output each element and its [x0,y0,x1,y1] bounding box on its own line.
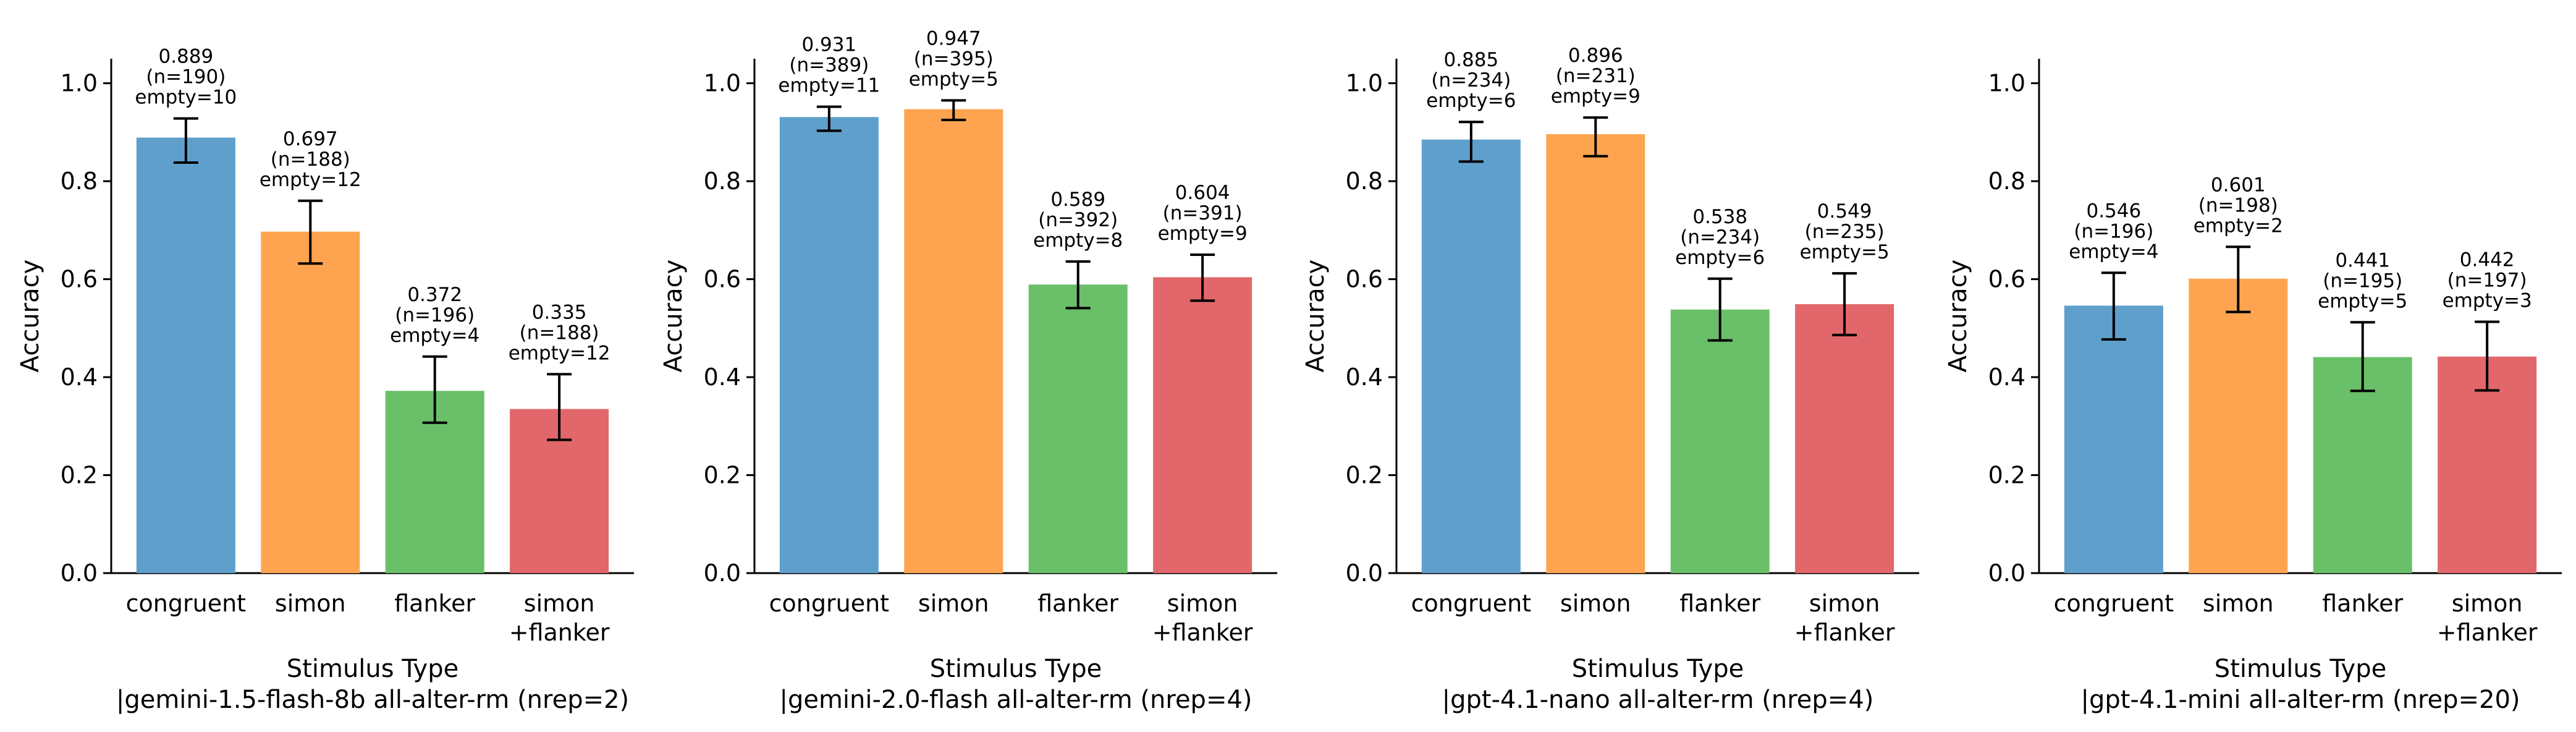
bar [2064,305,2163,573]
x-tick-label: congruent [1411,590,1531,617]
error-bar [1065,260,1091,310]
y-tick-label: 0.0 [704,560,741,587]
y-tick-label: 1.0 [1988,70,2025,97]
bar-annotation: 0.335 (n=188) empty=12 [509,301,610,364]
error-bar [1583,116,1608,158]
bar [1795,304,1894,573]
y-axis-label: Accuracy [1944,260,1972,373]
y-axis-label: Accuracy [16,260,44,373]
bar-annotation: 0.538 (n=234) empty=6 [1675,206,1765,269]
error-bar [816,105,842,132]
bar-annotation: 0.441 (n=195) empty=5 [2318,249,2407,312]
chart-panel-2: 0.0 0.2 0.4 0.6 0.8 1.0 Accuracy 0.931 (n=389) em… [659,27,1277,714]
bar [1670,309,1770,573]
x-tick-label: simon [275,590,346,617]
bar-annotation: 0.601 (n=198) empty=2 [2194,174,2283,237]
y-axis-label: Accuracy [659,260,688,373]
y-tick-label: 0.2 [1346,462,1383,489]
bar-annotation: 0.889 (n=190) empty=10 [135,46,237,109]
y-tick-label: 0.4 [1346,364,1383,391]
y-tick-label: 0.8 [61,168,98,195]
y-tick-label: 0.2 [1988,462,2025,489]
x-tick-label: congruent [2054,590,2174,617]
y-tick-label: 0.2 [704,462,741,489]
bar-annotation: 0.896 (n=231) empty=9 [1551,45,1641,108]
error-bar [1190,253,1215,302]
y-tick-label: 0.0 [1988,560,2025,587]
y-tick-label: 0.8 [1988,168,2025,195]
x-axis-label: Stimulus Type |gpt-4.1-nano all-alter-rm … [1442,655,1874,714]
x-tick-label: flanker [1679,590,1760,617]
y-tick-label: 0.6 [61,266,98,293]
x-axis-label: Stimulus Type |gemini-1.5-flash-8b all-al… [116,655,629,714]
x-tick-label: simon [918,590,989,617]
bar [2189,278,2288,573]
x-tick-label: simon +flanker [1152,590,1253,646]
error-bar [1458,121,1484,163]
bar-annotation: 0.931 (n=389) empty=11 [778,34,880,97]
x-tick-label: flanker [394,590,475,617]
bar-annotation: 0.604 (n=391) empty=9 [1158,182,1248,245]
x-tick-label: simon +flanker [509,590,610,646]
bar [1153,277,1252,573]
error-bar [173,117,198,164]
bar [1546,134,1645,573]
x-tick-label: simon +flanker [1794,590,1895,646]
y-tick-label: 0.4 [61,364,98,391]
error-bar [1707,277,1733,342]
y-tick-label: 0.8 [1346,168,1383,195]
error-bar [547,373,572,441]
y-tick-label: 0.6 [1988,266,2025,293]
chart-panel-1: 0.0 0.2 0.4 0.6 0.8 1.0 Accuracy 0.889 (n=190) em… [16,46,634,714]
x-axis-label: Stimulus Type |gemini-2.0-flash all-alter… [779,655,1252,714]
bar [779,117,879,573]
bar-annotation: 0.442 (n=197) empty=3 [2443,249,2532,312]
x-tick-label: simon [1560,590,1631,617]
y-tick-label: 1.0 [61,70,98,97]
error-bar [2226,245,2251,313]
y-tick-label: 1.0 [704,70,741,97]
y-tick-label: 0.8 [704,168,741,195]
x-tick-label: flanker [2322,590,2403,617]
y-tick-label: 0.6 [1346,266,1383,293]
y-tick-label: 0.2 [61,462,98,489]
x-tick-label: simon +flanker [2437,590,2538,646]
chart-panel-3: 0.0 0.2 0.4 0.6 0.8 1.0 Accuracy 0.885 (n=234) em… [1301,45,1919,714]
bar [904,109,1003,573]
x-tick-label: congruent [126,590,246,617]
bar [136,137,235,573]
bar [2438,356,2537,573]
bar-annotation: 0.372 (n=196) empty=4 [390,284,479,347]
error-bar [2101,271,2126,341]
error-bar [422,355,447,424]
bar-annotation: 0.546 (n=196) empty=4 [2069,200,2158,263]
y-axis-label: Accuracy [1301,260,1330,373]
y-tick-label: 0.4 [704,364,741,391]
x-tick-label: flanker [1037,590,1118,617]
y-tick-label: 1.0 [1346,70,1383,97]
bar [1028,284,1128,573]
error-bar [2350,321,2375,393]
x-tick-label: simon [2203,590,2274,617]
y-tick-label: 0.4 [1988,364,2025,391]
bar [261,231,360,574]
bar-annotation: 0.885 (n=234) empty=6 [1426,49,1516,112]
error-bar [1832,272,1857,336]
y-tick-label: 0.0 [1346,560,1383,587]
error-bar [298,199,323,265]
bar [2313,357,2412,573]
chart-panel-4: 0.0 0.2 0.4 0.6 0.8 1.0 Accuracy 0.546 (n=196) em… [1944,59,2562,714]
error-bar [941,99,966,122]
bar-annotation: 0.947 (n=395) empty=5 [909,27,999,90]
y-tick-label: 0.0 [61,560,98,587]
bar [1421,139,1521,573]
bar-annotation: 0.589 (n=392) empty=8 [1033,189,1123,252]
bar-annotation: 0.697 (n=188) empty=12 [260,128,361,191]
x-tick-label: congruent [769,590,889,617]
error-bar [2475,320,2500,392]
y-tick-label: 0.6 [704,266,741,293]
bar-annotation: 0.549 (n=235) empty=5 [1800,200,1890,263]
x-axis-label: Stimulus Type |gpt-4.1-mini all-alter-rm … [2080,655,2520,714]
